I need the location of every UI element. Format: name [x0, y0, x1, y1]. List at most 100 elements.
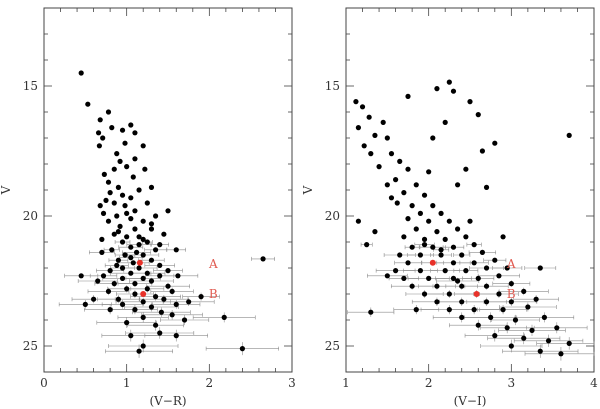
data-point	[115, 184, 121, 190]
data-point	[512, 317, 519, 323]
data-point	[130, 260, 136, 266]
data-point	[393, 177, 399, 183]
data-point	[122, 203, 128, 209]
data-point	[388, 195, 395, 201]
data-point	[82, 301, 88, 307]
data-point	[221, 314, 227, 320]
data-point	[413, 307, 419, 313]
highlight-point-a	[429, 259, 436, 266]
x-axis-label: (V−I)	[454, 394, 487, 408]
data-point	[359, 104, 366, 110]
data-point	[455, 182, 461, 188]
x-axis-label: (V−R)	[149, 394, 186, 408]
data-point	[107, 268, 113, 274]
data-point	[434, 229, 440, 235]
data-point	[260, 256, 266, 262]
data-point	[96, 143, 102, 149]
data-point	[140, 218, 146, 224]
data-point	[384, 182, 390, 188]
data-point	[537, 265, 543, 271]
data-point	[463, 268, 469, 274]
data-point	[483, 184, 490, 190]
data-point	[133, 249, 140, 255]
data-point	[401, 190, 407, 196]
data-point	[148, 221, 155, 227]
data-point	[566, 340, 572, 346]
data-point	[140, 314, 146, 320]
data-point	[525, 304, 531, 310]
data-point	[165, 283, 171, 289]
data-point	[144, 239, 150, 245]
data-point	[426, 275, 432, 281]
data-point	[483, 265, 490, 271]
data-point	[140, 252, 146, 258]
data-point	[128, 244, 134, 250]
y-tick-label: 25	[325, 339, 340, 353]
data-point	[128, 195, 134, 201]
data-point	[85, 101, 91, 107]
data-point	[198, 294, 204, 300]
data-point	[148, 226, 155, 232]
data-point	[158, 309, 164, 315]
data-point	[459, 252, 465, 258]
data-point	[483, 283, 490, 289]
data-point	[153, 247, 159, 253]
data-point	[153, 213, 159, 219]
data-point	[95, 278, 101, 284]
data-point	[508, 343, 514, 349]
data-point	[405, 216, 411, 222]
data-point	[450, 88, 457, 94]
data-point	[105, 288, 112, 294]
data-point	[124, 164, 130, 170]
data-point	[140, 343, 146, 349]
data-point	[471, 260, 477, 266]
data-point	[144, 200, 150, 206]
data-point	[119, 275, 126, 281]
data-point	[117, 158, 123, 164]
data-point	[105, 109, 112, 115]
data-point	[475, 322, 481, 328]
data-point	[353, 99, 359, 105]
data-point	[142, 166, 148, 172]
data-point	[99, 236, 105, 242]
data-point	[421, 192, 428, 198]
y-tick-label: 15	[23, 79, 38, 93]
data-point	[430, 244, 436, 250]
data-point	[119, 265, 126, 271]
data-point	[430, 203, 436, 209]
data-point	[413, 226, 419, 232]
data-point	[153, 322, 159, 328]
data-point	[442, 268, 448, 274]
data-point	[136, 234, 142, 240]
data-point	[173, 301, 179, 307]
data-point	[161, 231, 167, 237]
data-point	[144, 270, 150, 276]
data-point	[111, 231, 117, 237]
data-point	[132, 281, 138, 287]
data-point	[558, 351, 564, 357]
data-point	[492, 333, 498, 339]
annotation-b: B	[209, 287, 218, 301]
data-point	[100, 135, 106, 141]
data-point	[455, 278, 461, 284]
data-point	[393, 268, 399, 274]
panel-v-r: 0 1 2 3 15 20 25 (V−R) V A B	[0, 7, 296, 408]
data-point	[446, 291, 452, 297]
data-point	[111, 166, 117, 172]
data-point	[467, 218, 473, 224]
data-point	[157, 242, 163, 248]
data-point	[175, 273, 181, 279]
data-point	[364, 242, 370, 248]
data-point	[148, 278, 155, 284]
x-tick-label: 0	[40, 376, 48, 390]
data-point	[492, 257, 498, 263]
data-point	[541, 314, 548, 320]
data-point	[521, 335, 527, 341]
data-point	[426, 218, 432, 224]
data-point	[566, 132, 572, 138]
data-point	[111, 281, 117, 287]
data-point	[434, 283, 440, 289]
data-point	[471, 307, 477, 313]
data-point	[450, 244, 457, 250]
data-point	[438, 252, 444, 258]
